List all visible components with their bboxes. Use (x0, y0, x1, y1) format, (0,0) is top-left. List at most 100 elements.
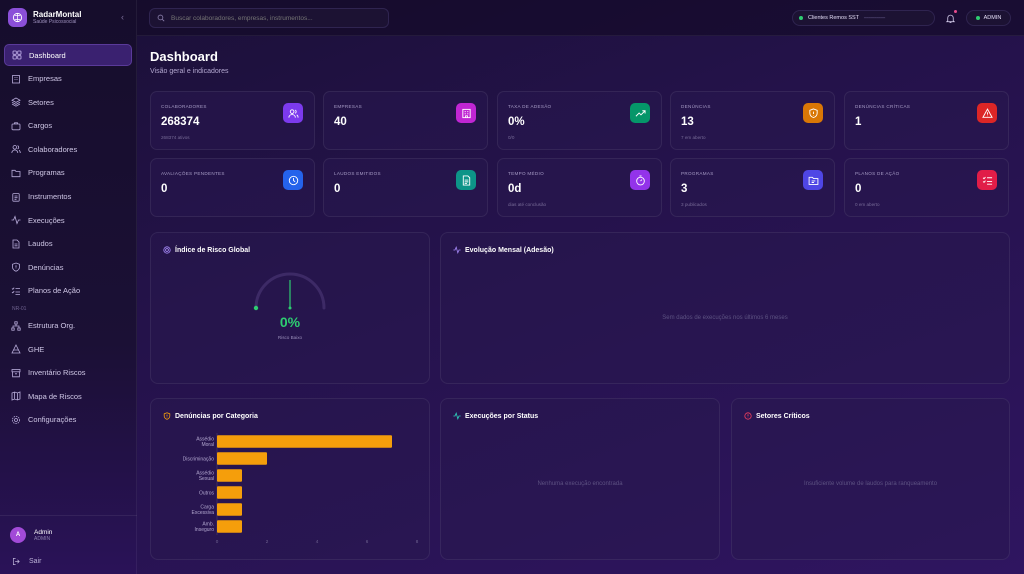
stat-card-denuncias-criticas[interactable]: DENÚNCIAS CRÍTICAS 1 (844, 91, 1009, 150)
stat-card-programas[interactable]: PROGRAMAS 3 3 publicados (670, 158, 835, 217)
sidebar-item-label: GHE (28, 344, 45, 354)
sidebar-item-dashboard[interactable]: Dashboard (4, 44, 132, 66)
panel-header: Evolução Mensal (Adesão) (453, 246, 554, 254)
stat-value: 0 (334, 183, 341, 195)
sidebar-item-mapa-de-riscos[interactable]: Mapa de Riscos (4, 385, 132, 407)
chart-bar (217, 469, 242, 482)
complaints-panel: Denúncias por Categoria Assédio Moral Disc… (150, 398, 430, 560)
user-role: ADMIN (34, 535, 51, 542)
sidebar-item-label: Setores (28, 97, 54, 107)
user-name: Admin (34, 528, 53, 536)
shield-alert-icon (163, 412, 171, 420)
topbar: Clientes Remos SST ━━━━━━━━━━ ADMIN (137, 0, 1024, 36)
stat-value: 40 (334, 116, 347, 128)
stat-card-planos-de-acao[interactable]: PLANOS DE AÇÃO 0 0 em aberto (844, 158, 1009, 217)
bell-icon[interactable] (945, 10, 957, 29)
stat-sub: 268374 ativos (161, 135, 190, 140)
search-input[interactable] (171, 14, 371, 22)
sidebar-item-estrutura-org[interactable]: Estrutura Org. (4, 315, 132, 337)
stat-sub: 0/0 (508, 135, 515, 140)
sidebar-item-programas[interactable]: Programas (4, 162, 132, 184)
stat-label: TAXA DE ADESÃO (508, 104, 552, 109)
chart-tick-label: Carga Excessiva (191, 505, 214, 516)
clipboard-icon (12, 192, 20, 202)
chart-bar (217, 452, 267, 465)
brand[interactable]: RadarMontal Saúde Psicossocial ‹ (8, 8, 130, 27)
stat-label: DENÚNCIAS CRÍTICAS (855, 104, 911, 109)
stat-card-laudos-emitidos[interactable]: LAUDOS EMITIDOS 0 (323, 158, 488, 217)
logout-button[interactable]: Sair (12, 557, 41, 566)
chart-tick-label: Amb. Inseguro (195, 522, 215, 533)
role-badge-label: ADMIN (983, 15, 1002, 21)
complaints-bar-chart: Assédio Moral Discriminação Assédio Sexual Ou… (183, 433, 419, 544)
sidebar-item-setores[interactable]: Setores (4, 91, 132, 113)
client-sub: ━━━━━━━━━━ (864, 16, 886, 20)
pyramid-icon (11, 344, 21, 354)
chart-bar (217, 435, 392, 448)
stat-card-avaliacoes-pendentes[interactable]: AVALIAÇÕES PENDENTES 0 (150, 158, 315, 217)
client-selector[interactable]: Clientes Remos SST ━━━━━━━━━━ (792, 10, 935, 26)
chart-tick-label: Discriminação (183, 456, 215, 462)
shield-alert-icon (12, 262, 20, 272)
org-icon (11, 320, 21, 331)
chart-bar (217, 520, 242, 533)
chart-x-tick: 2 (266, 539, 269, 544)
clock-icon (283, 170, 303, 190)
stat-value: 13 (681, 116, 694, 128)
stat-value: 3 (681, 183, 688, 195)
folder-icon (803, 170, 823, 190)
stat-value: 0 (855, 183, 862, 195)
brain-icon (8, 8, 27, 27)
empty-state: Nenhuma execução encontrada (537, 481, 623, 487)
target-icon (163, 246, 171, 254)
sidebar-item-colaboradores[interactable]: Colaboradores (4, 138, 132, 160)
activity-icon (11, 215, 21, 225)
search-box[interactable] (149, 8, 389, 28)
stat-sub: 0 em aberto (855, 202, 880, 207)
sidebar-item-planos-de-acao[interactable]: Planos de Ação (4, 280, 132, 302)
stat-sub: dias até conclusão (508, 202, 547, 207)
sidebar-item-execucoes[interactable]: Execuções (4, 209, 132, 231)
warning-icon (977, 103, 997, 123)
role-badge[interactable]: ADMIN (966, 10, 1011, 26)
stat-card-taxa-adesao[interactable]: TAXA DE ADESÃO 0% 0/0 (497, 91, 662, 150)
stat-card-empresas[interactable]: EMPRESAS 40 (323, 91, 488, 150)
sidebar-item-label: Cargos (28, 121, 53, 131)
sidebar-item-inventario-riscos[interactable]: Inventário Riscos (4, 362, 132, 384)
stat-card-denuncias[interactable]: DENÚNCIAS 13 7 em aberto (670, 91, 835, 150)
sidebar: RadarMontal Saúde Psicossocial ‹ Dashboa… (0, 0, 137, 574)
sidebar-item-label: Configurações (28, 415, 77, 425)
stat-card-tempo-medio[interactable]: TEMPO MÉDIO 0d dias até conclusão (497, 158, 662, 217)
risk-gauge (253, 272, 326, 311)
building-icon (12, 74, 20, 83)
stat-label: TEMPO MÉDIO (508, 171, 544, 176)
sidebar-item-empresas[interactable]: Empresas (4, 68, 132, 90)
sectors-panel: Setores Críticos Insuficiente volume de … (731, 398, 1010, 560)
panel-title: Setores Críticos (756, 412, 810, 420)
risk-label: Risco Baixo (277, 335, 303, 340)
archive-icon (11, 368, 21, 377)
stat-card-colaboradores[interactable]: COLABORADORES 268374 268374 ativos (150, 91, 315, 150)
chart-bar (217, 486, 242, 499)
sidebar-item-instrumentos[interactable]: Instrumentos (4, 186, 132, 208)
sidebar-item-cargos[interactable]: Cargos (4, 115, 132, 137)
sidebar-item-laudos[interactable]: Laudos (4, 233, 132, 255)
chevron-left-icon[interactable]: ‹ (121, 12, 124, 22)
status-dot (799, 16, 803, 20)
stat-sub: 3 publicados (681, 202, 707, 207)
sidebar-item-ghe[interactable]: GHE (4, 338, 132, 360)
brand-name: RadarMontal (33, 9, 82, 19)
users-icon (283, 103, 303, 123)
layers-icon (11, 97, 21, 107)
panel-header: Execuções por Status (453, 412, 538, 420)
sidebar-item-denuncias[interactable]: Denúncias (4, 256, 132, 278)
user-profile[interactable]: A Admin ADMIN (10, 527, 52, 543)
file-icon (12, 239, 20, 249)
list-check-icon (11, 287, 20, 295)
timer-icon (630, 170, 650, 190)
client-name: Clientes Remos SST (808, 15, 860, 21)
sidebar-item-label: Execuções (28, 215, 65, 225)
nav-section-label: NR-01 (12, 305, 27, 312)
sidebar-item-configuracoes[interactable]: Configurações (4, 409, 132, 431)
sidebar-item-label: Mapa de Riscos (28, 391, 82, 401)
